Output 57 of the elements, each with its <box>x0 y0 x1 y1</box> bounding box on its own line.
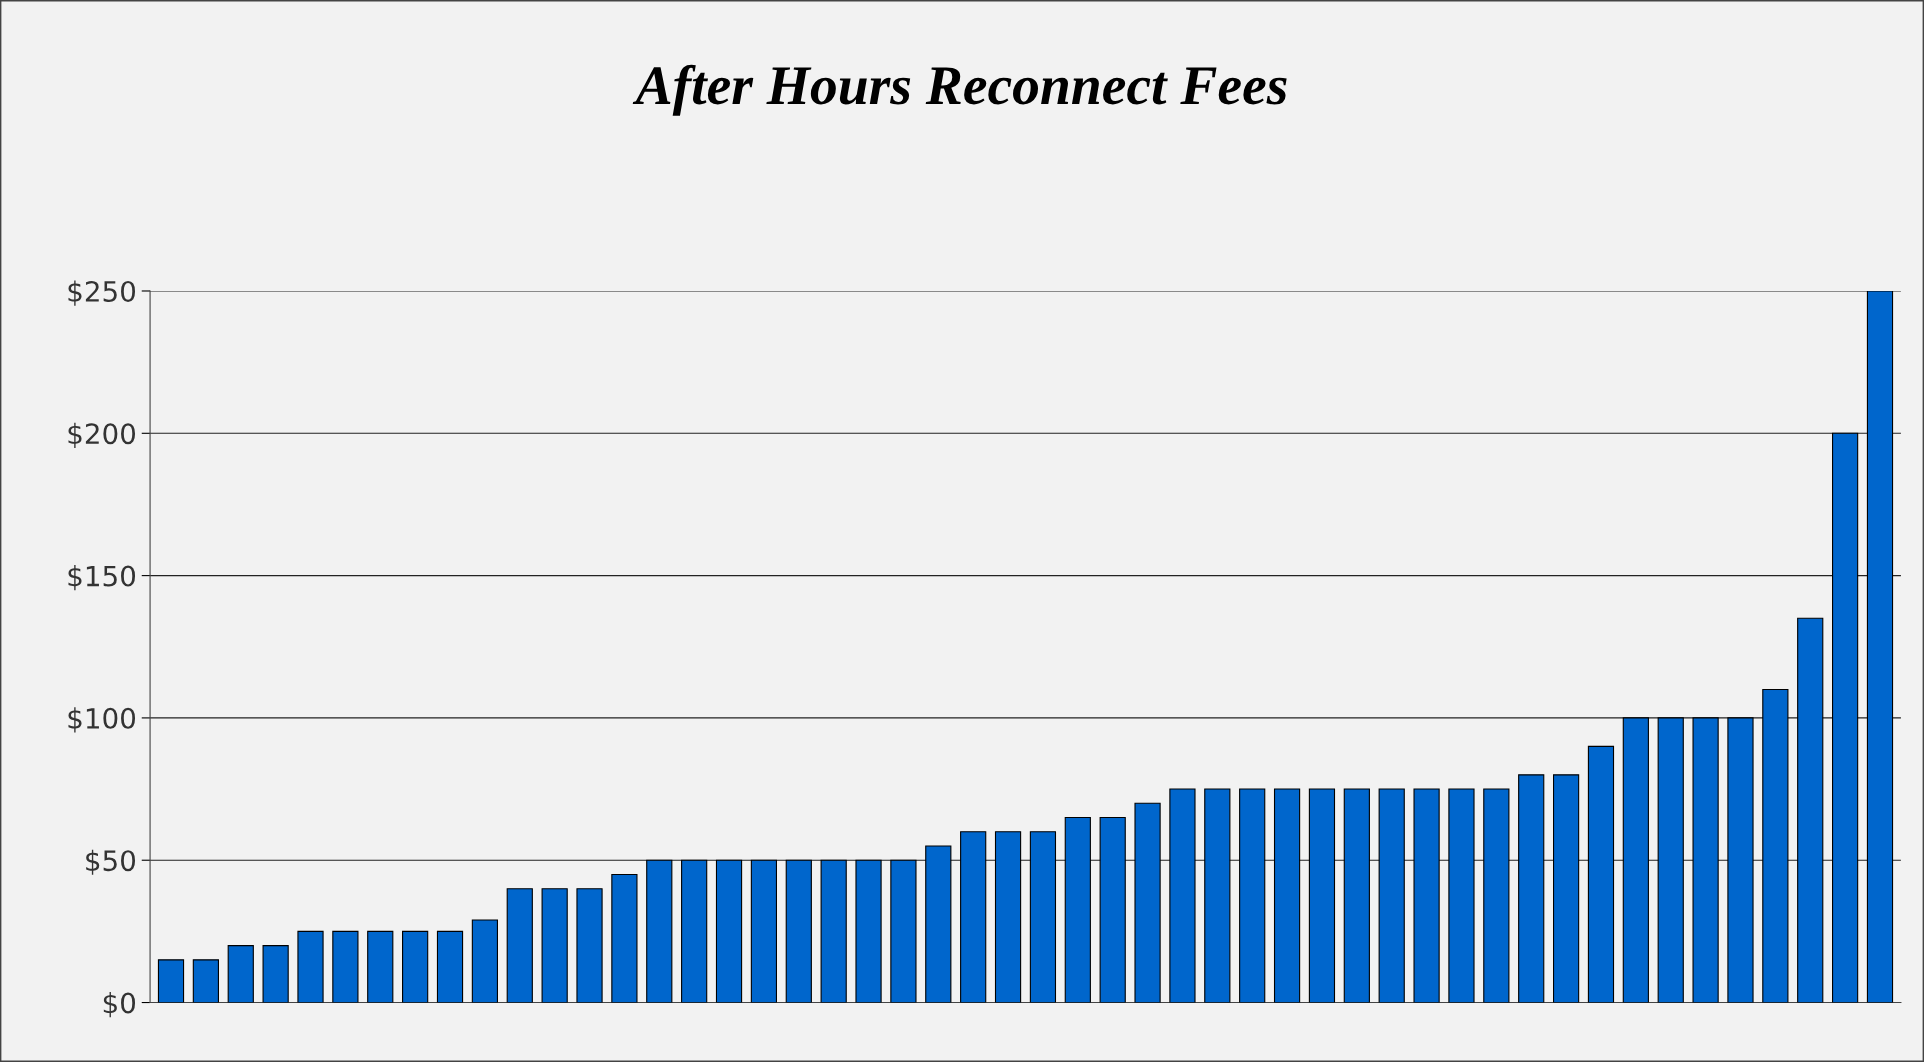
bar <box>227 945 254 1003</box>
bar <box>1797 617 1824 1003</box>
bar <box>1657 717 1684 1003</box>
bar <box>960 831 987 1003</box>
bar <box>1866 290 1894 1003</box>
bar <box>1831 432 1859 1003</box>
bar <box>681 859 708 1003</box>
bar <box>1169 788 1196 1003</box>
bar <box>890 859 917 1003</box>
bar <box>1552 774 1580 1003</box>
bar <box>1378 788 1405 1003</box>
bar <box>471 919 499 1003</box>
bar <box>1064 816 1091 1003</box>
chart-title: After Hours Reconnect Fees <box>632 64 1287 116</box>
bar <box>855 859 882 1003</box>
y-tick-label: $100 <box>68 707 136 733</box>
bar <box>646 859 673 1003</box>
bar <box>541 888 568 1003</box>
bar <box>576 888 603 1003</box>
bar <box>1762 688 1789 1003</box>
bar <box>1518 774 1545 1003</box>
bar <box>925 845 952 1003</box>
y-tick-label: $50 <box>86 849 136 875</box>
bar <box>1204 788 1231 1003</box>
bar <box>262 945 289 1003</box>
bar <box>1343 788 1370 1003</box>
bar <box>1273 788 1301 1003</box>
bar <box>1239 788 1266 1003</box>
bar <box>1413 788 1440 1003</box>
bar <box>1134 802 1161 1003</box>
bar <box>1622 717 1649 1003</box>
bar <box>750 859 778 1003</box>
bar <box>297 930 324 1003</box>
bar <box>1692 717 1719 1003</box>
bar <box>1308 788 1336 1003</box>
bar <box>402 930 429 1003</box>
bar <box>1099 816 1126 1003</box>
bar <box>1483 788 1510 1003</box>
bar <box>611 873 638 1003</box>
bar <box>157 959 185 1003</box>
y-tick-label: $250 <box>68 280 136 306</box>
bar <box>785 859 812 1003</box>
bar <box>1448 788 1475 1003</box>
y-tick-label: $0 <box>103 991 136 1018</box>
bar <box>436 930 464 1003</box>
bar <box>1727 717 1754 1003</box>
bar <box>1587 745 1615 1003</box>
y-tick-label: $150 <box>68 565 136 591</box>
y-tick-label: $200 <box>68 422 136 448</box>
bar <box>994 831 1022 1003</box>
bar <box>192 959 219 1003</box>
bar <box>506 888 533 1003</box>
bar <box>1029 831 1057 1003</box>
bar <box>820 859 847 1003</box>
bar <box>332 930 359 1003</box>
bar <box>367 930 394 1003</box>
bar <box>715 859 743 1003</box>
